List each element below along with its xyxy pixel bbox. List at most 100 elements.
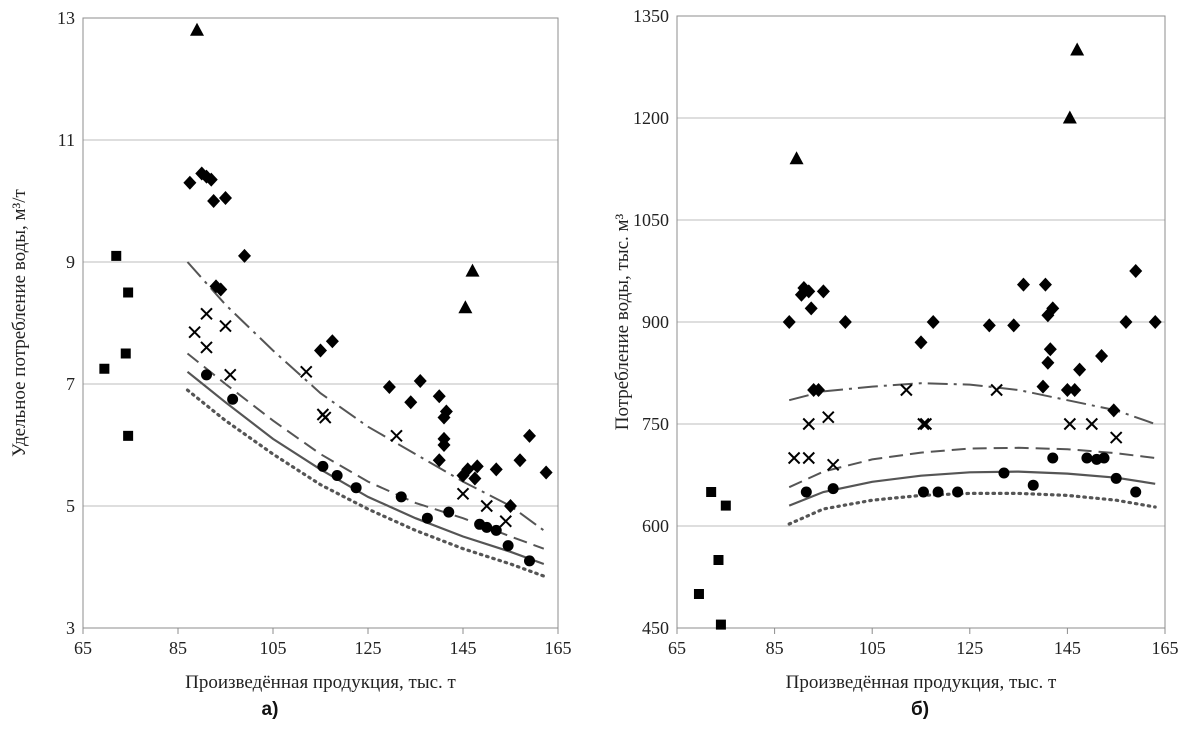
diamond-marker [183, 175, 197, 190]
diamond-marker [782, 315, 796, 329]
diamond-marker [523, 428, 536, 443]
circle-marker [1047, 452, 1059, 464]
x-tick-label: 125 [956, 638, 983, 658]
triangle-marker [1062, 110, 1077, 124]
diamond-marker [1119, 315, 1133, 329]
plot-frame [676, 15, 1166, 629]
diamond-marker [325, 334, 339, 349]
diamond-marker [1036, 379, 1050, 394]
square-marker [99, 363, 110, 374]
x-marker [219, 319, 232, 333]
x-marker [200, 307, 213, 321]
diamond-marker [468, 471, 482, 486]
x-marker [499, 515, 512, 528]
diamond-marker [838, 315, 852, 329]
x-tick-label: 105 [859, 638, 886, 658]
chart-panel-2: 450 600 750 900 1050 1200 1350 65 85 105 125 145 165… [612, 6, 1179, 720]
circle-marker [421, 512, 433, 524]
circle-marker [331, 470, 343, 481]
square-marker [715, 619, 726, 630]
circle-marker [317, 460, 329, 472]
circle-marker [201, 369, 212, 381]
x-marker [1109, 431, 1123, 444]
diamond-marker [1095, 349, 1109, 363]
diamond-marker [1038, 277, 1052, 292]
circle-marker [502, 540, 514, 552]
diamond-marker [461, 462, 475, 477]
y-tick-label: 13 [57, 8, 75, 28]
x-marker [919, 417, 933, 431]
x-tick-label: 165 [545, 638, 572, 658]
diamond-marker [207, 194, 221, 208]
circle-marker [1130, 486, 1142, 498]
circle-marker [917, 486, 929, 498]
y-tick-label: 9 [66, 252, 75, 272]
triangle-marker [190, 22, 204, 36]
x-marker [200, 341, 213, 354]
trend-line-dash-dot [186, 261, 545, 532]
diamond-marker [437, 431, 451, 446]
chart-panel-1: 3 5 7 9 11 13 65 85 105 125 145 165 Произведённая пр… [9, 8, 572, 720]
trend-line-dashed [788, 446, 1156, 489]
diamond-marker [914, 335, 928, 350]
diamond-marker [1068, 383, 1082, 397]
diamond-marker [470, 459, 484, 474]
x-marker [480, 499, 493, 513]
trend-line-solid [186, 370, 545, 566]
y-tick-label: 1350 [633, 6, 669, 26]
diamond-marker [404, 395, 418, 410]
x-axis-title: Произведённая продукция, тыс. т [786, 672, 1057, 693]
square-marker [123, 430, 134, 441]
diamond-marker [314, 343, 327, 358]
diamond-marker [432, 453, 446, 468]
diamond-marker [1041, 355, 1055, 370]
circle-marker [350, 482, 362, 494]
x-tick-label: 165 [1152, 638, 1179, 658]
circle-marker [490, 524, 502, 536]
trend-line-dotted [787, 491, 1157, 526]
diamond-marker [1148, 315, 1162, 329]
square-marker [706, 487, 717, 497]
x-marker [300, 365, 313, 379]
x-marker [188, 325, 201, 339]
x-tick-label: 85 [766, 638, 784, 658]
circle-marker [443, 506, 455, 518]
y-tick-label: 900 [642, 312, 669, 332]
x-marker [990, 383, 1003, 397]
triangle-marker [458, 300, 473, 314]
diamond-marker [413, 373, 427, 388]
x-marker [1085, 417, 1099, 431]
y-tick-label: 7 [66, 374, 75, 394]
diamond-marker [504, 499, 517, 513]
diamond-marker [219, 190, 232, 205]
diamond-marker [1060, 383, 1074, 397]
y-tick-label: 750 [642, 414, 669, 434]
square-marker [693, 589, 704, 599]
diamond-marker [1046, 301, 1060, 316]
circle-marker [227, 393, 239, 405]
x-tick-label: 125 [355, 638, 382, 658]
circle-marker [395, 491, 407, 503]
triangle-marker [465, 263, 480, 277]
x-tick-label: 105 [260, 638, 287, 658]
circle-marker [1081, 452, 1093, 464]
y-axis-title: Потребление воды, тыс. м³ [612, 213, 633, 430]
panel-label: б) [911, 699, 929, 720]
diamond-marker [812, 383, 826, 397]
x-axis-title: Произведённая продукция, тыс. т [185, 672, 456, 693]
circle-marker [932, 486, 944, 498]
x-marker [826, 458, 840, 472]
diamond-marker [926, 315, 940, 329]
trend-line-dotted [185, 388, 546, 578]
diamond-marker [489, 462, 503, 477]
y-tick-label: 3 [66, 618, 75, 638]
y-tick-label: 1050 [633, 210, 669, 230]
x-tick-label: 65 [74, 638, 92, 658]
x-marker [224, 368, 237, 382]
y-tick-label: 11 [58, 130, 75, 150]
plot-frame [82, 17, 559, 629]
diamond-marker [802, 284, 816, 299]
square-marker [713, 555, 724, 565]
diamond-marker [804, 301, 818, 316]
